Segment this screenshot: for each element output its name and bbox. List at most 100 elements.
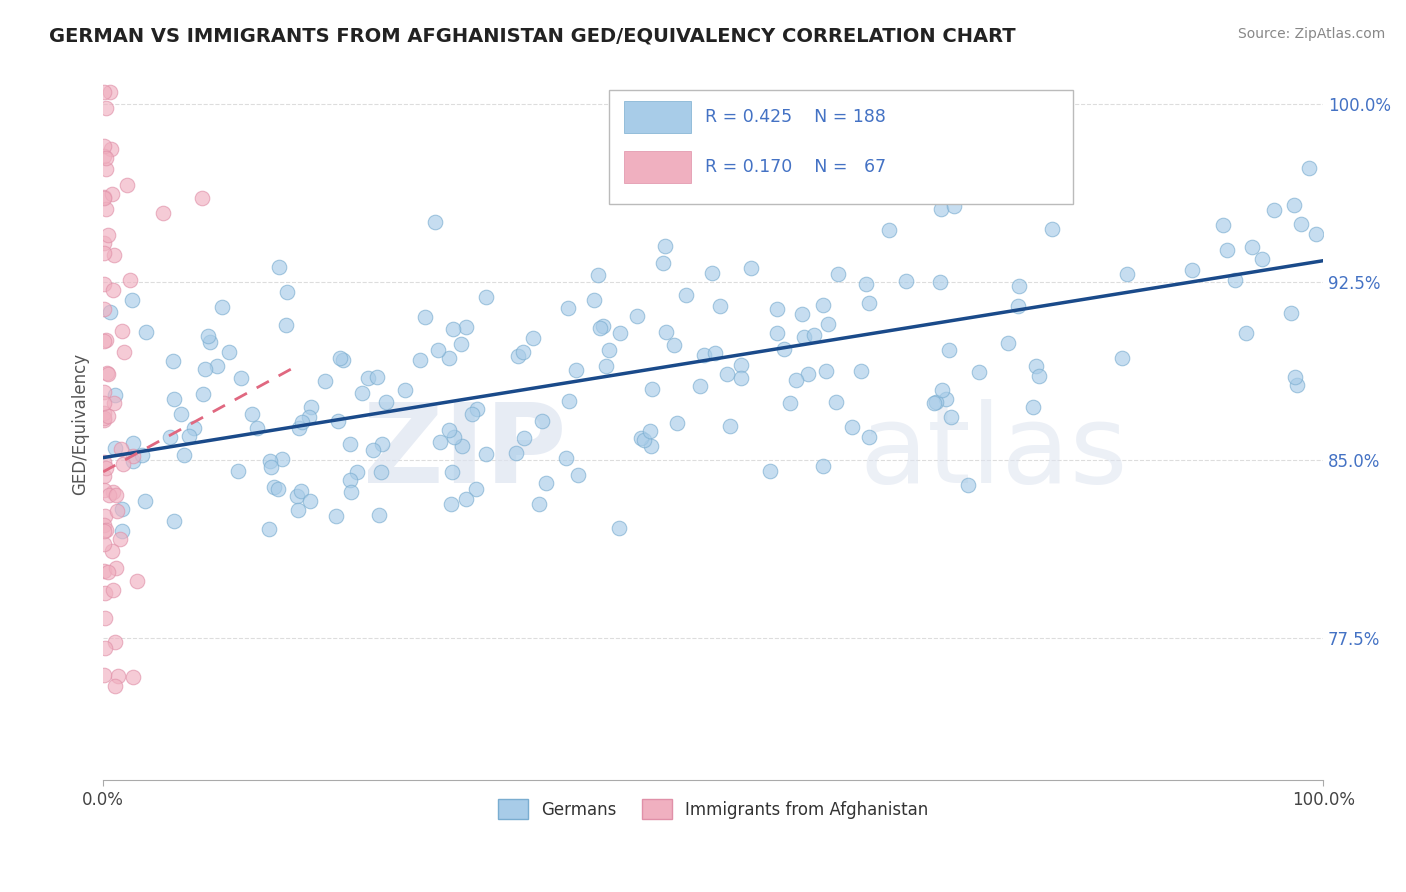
Point bbox=[797, 368, 820, 382]
Point bbox=[93, 611, 115, 625]
Point bbox=[929, 202, 952, 217]
Point bbox=[93, 455, 115, 469]
Point bbox=[505, 446, 527, 460]
Point bbox=[588, 320, 610, 334]
Point bbox=[191, 386, 214, 401]
Point bbox=[287, 502, 309, 516]
Point bbox=[170, 407, 193, 421]
Point bbox=[110, 442, 132, 457]
Text: GERMAN VS IMMIGRANTS FROM AFGHANISTAN GED/EQUIVALENCY CORRELATION CHART: GERMAN VS IMMIGRANTS FROM AFGHANISTAN GE… bbox=[49, 27, 1015, 45]
Point bbox=[779, 396, 801, 410]
Point bbox=[1007, 299, 1029, 313]
Point bbox=[298, 410, 321, 425]
Point bbox=[115, 178, 138, 193]
Point bbox=[112, 345, 135, 359]
Point bbox=[93, 524, 115, 538]
Point bbox=[1286, 378, 1309, 392]
Point bbox=[93, 139, 115, 153]
Point bbox=[177, 429, 200, 443]
Point bbox=[93, 412, 115, 426]
Point bbox=[450, 439, 472, 453]
Point bbox=[105, 504, 128, 518]
Point bbox=[103, 395, 125, 409]
Point bbox=[803, 328, 825, 343]
Point bbox=[259, 453, 281, 467]
Point bbox=[759, 464, 782, 478]
Point bbox=[939, 409, 962, 424]
Point bbox=[935, 392, 957, 406]
Point bbox=[194, 362, 217, 376]
Point bbox=[1279, 306, 1302, 320]
Point bbox=[441, 322, 464, 336]
Point bbox=[125, 574, 148, 588]
Point bbox=[350, 386, 373, 401]
Point bbox=[692, 348, 714, 362]
Point bbox=[287, 421, 309, 435]
Point bbox=[93, 277, 115, 291]
Point bbox=[654, 238, 676, 252]
Point bbox=[849, 364, 872, 378]
Point bbox=[110, 524, 132, 538]
Bar bbox=[624, 152, 692, 183]
Point bbox=[97, 565, 120, 579]
Point bbox=[440, 465, 463, 479]
Point bbox=[104, 560, 127, 574]
Point bbox=[93, 149, 115, 163]
Point bbox=[103, 248, 125, 262]
Point bbox=[93, 301, 115, 316]
Point bbox=[290, 483, 312, 498]
Point bbox=[122, 454, 145, 468]
Point bbox=[120, 273, 142, 287]
Point bbox=[183, 420, 205, 434]
Point bbox=[328, 413, 350, 427]
Point bbox=[531, 414, 554, 428]
Point bbox=[152, 206, 174, 220]
Point bbox=[97, 227, 120, 242]
Point bbox=[375, 395, 398, 409]
Point bbox=[94, 162, 117, 177]
Point bbox=[702, 267, 724, 281]
Point bbox=[299, 401, 322, 415]
Point bbox=[567, 467, 589, 482]
Point bbox=[339, 437, 361, 451]
Point bbox=[93, 246, 115, 260]
Point bbox=[1284, 369, 1306, 384]
Point bbox=[94, 640, 117, 655]
Point bbox=[475, 290, 498, 304]
Point bbox=[211, 300, 233, 314]
Point bbox=[766, 326, 789, 341]
Point bbox=[163, 514, 186, 528]
Point bbox=[104, 680, 127, 694]
Point bbox=[257, 522, 280, 536]
Point bbox=[704, 346, 727, 360]
Point bbox=[474, 447, 496, 461]
Point bbox=[437, 423, 460, 437]
Point bbox=[630, 431, 652, 445]
Point bbox=[1042, 221, 1064, 235]
Point bbox=[93, 396, 115, 410]
Point bbox=[512, 345, 534, 359]
Point bbox=[93, 334, 115, 348]
Point bbox=[240, 407, 263, 421]
Point bbox=[450, 336, 472, 351]
Point bbox=[340, 485, 363, 500]
Point bbox=[633, 433, 655, 447]
Point bbox=[260, 459, 283, 474]
Point bbox=[394, 383, 416, 397]
Point bbox=[94, 333, 117, 347]
Point bbox=[785, 373, 807, 387]
Point bbox=[104, 441, 127, 455]
Point bbox=[641, 382, 664, 396]
Point bbox=[534, 476, 557, 491]
Point bbox=[464, 482, 486, 496]
Point bbox=[269, 260, 291, 275]
Point bbox=[361, 443, 384, 458]
Point bbox=[111, 502, 134, 516]
Point bbox=[163, 392, 186, 406]
Point bbox=[97, 368, 120, 382]
Point bbox=[1240, 240, 1263, 254]
Point bbox=[1115, 267, 1137, 281]
Point bbox=[654, 325, 676, 339]
Point bbox=[100, 85, 122, 99]
Point bbox=[513, 431, 536, 445]
